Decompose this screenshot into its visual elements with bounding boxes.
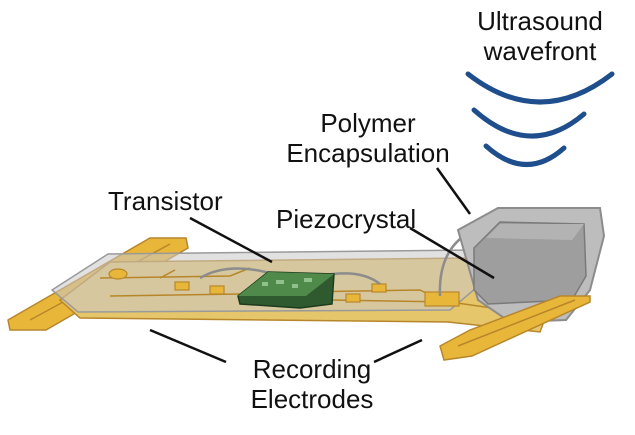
transistor-chip-icon bbox=[237, 271, 335, 309]
ultrasound-label-line1: Ultrasound bbox=[477, 6, 603, 36]
leader-polymer bbox=[435, 167, 472, 215]
polymer-label: Polymer Encapsulation bbox=[268, 108, 468, 168]
leader-lines bbox=[149, 167, 495, 364]
piezocrystal-block bbox=[473, 221, 587, 305]
ultrasound-wave-icon bbox=[465, 71, 615, 167]
electrode-pad-icon bbox=[439, 295, 591, 361]
polymer-label-line1: Polymer bbox=[320, 108, 416, 138]
wave-arc-1 bbox=[465, 71, 615, 105]
recording-electrodes-label: Recording Electrodes bbox=[212, 354, 412, 414]
polymer-label-line2: Encapsulation bbox=[286, 138, 450, 168]
piezocrystal-label: Piezocrystal bbox=[276, 204, 417, 234]
recording-label-line1: Recording bbox=[252, 354, 372, 384]
wave-arc-2 bbox=[471, 107, 587, 139]
piezocrystal-block-icon bbox=[456, 207, 606, 324]
leader-transistor bbox=[189, 216, 273, 264]
wave-arc-3 bbox=[483, 143, 567, 167]
leader-electrode-right bbox=[373, 338, 423, 364]
leader-piezocrystal bbox=[409, 226, 495, 280]
ultrasound-label-line2: wavefront bbox=[483, 36, 597, 66]
right-electrode-pad bbox=[439, 295, 591, 361]
leader-electrode-left bbox=[149, 328, 227, 364]
transistor-label: Transistor bbox=[108, 186, 223, 216]
ultrasound-label: Ultrasound wavefront bbox=[456, 6, 624, 66]
right-electrode-trace bbox=[457, 299, 576, 347]
contact-pads bbox=[108, 268, 460, 307]
recording-label-line2: Electrodes bbox=[250, 384, 374, 414]
